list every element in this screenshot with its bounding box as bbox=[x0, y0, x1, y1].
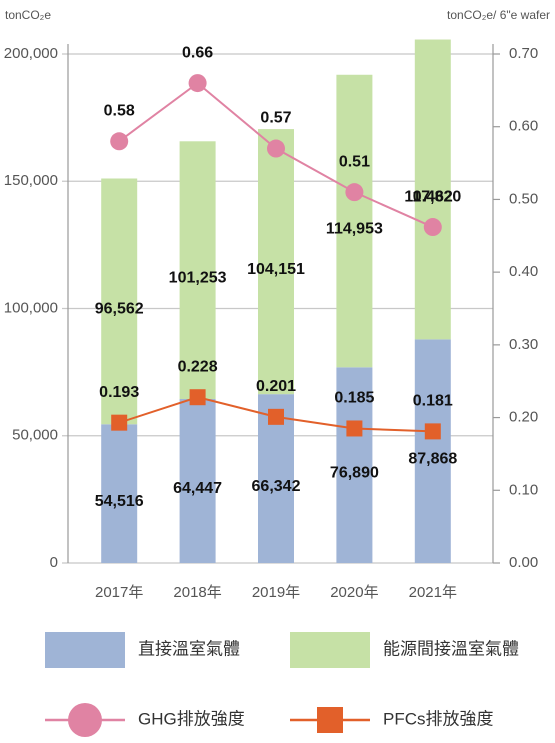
bar-value-label: 104,151 bbox=[247, 261, 305, 278]
y2-tick-label: 0.70 bbox=[509, 45, 538, 62]
y2-axis-label: tonCO₂e/ 6"e wafer bbox=[447, 8, 550, 22]
bar-value-label: 117,820 bbox=[404, 189, 461, 206]
bar bbox=[336, 367, 373, 563]
marker bbox=[189, 389, 206, 406]
legend-swatch bbox=[45, 632, 125, 668]
y-axis-label: tonCO₂e bbox=[5, 8, 51, 22]
line-value-label: 0.193 bbox=[99, 384, 139, 401]
marker bbox=[424, 423, 441, 440]
line-value-label: 0.51 bbox=[339, 153, 370, 170]
bar bbox=[258, 129, 294, 395]
bar bbox=[414, 39, 451, 340]
y-tick-label: 50,000 bbox=[12, 427, 58, 444]
marker bbox=[346, 420, 363, 437]
y-tick-label: 200,000 bbox=[4, 45, 58, 62]
line-value-label: 0.462 bbox=[413, 188, 453, 205]
x-tick-label: 2020年 bbox=[330, 584, 378, 601]
line-value-label: 0.228 bbox=[178, 358, 218, 375]
line-value-label: 0.201 bbox=[256, 378, 296, 395]
y2-tick-label: 0.30 bbox=[509, 336, 538, 353]
bar bbox=[414, 339, 451, 563]
y2-tick-label: 0.00 bbox=[509, 554, 538, 571]
line-value-label: 0.58 bbox=[104, 102, 135, 119]
y-tick-label: 100,000 bbox=[4, 299, 58, 316]
y2-tick-label: 0.40 bbox=[509, 263, 538, 280]
marker bbox=[345, 183, 364, 202]
bar-value-label: 54,516 bbox=[95, 493, 144, 510]
bar bbox=[179, 141, 216, 399]
legend-marker bbox=[317, 707, 343, 733]
bar-value-label: 76,890 bbox=[330, 464, 379, 481]
legend-label: 能源間接溫室氣體 bbox=[383, 639, 519, 658]
marker bbox=[267, 139, 285, 158]
legend-swatch bbox=[290, 632, 370, 668]
marker bbox=[268, 408, 284, 425]
bar-value-label: 101,253 bbox=[169, 269, 227, 286]
bar-value-label: 114,953 bbox=[326, 220, 383, 237]
y-tick-label: 0 bbox=[50, 554, 58, 571]
legend-label: PFCs排放強度 bbox=[383, 709, 494, 728]
y2-tick-label: 0.50 bbox=[509, 190, 538, 207]
bar-value-label: 66,342 bbox=[252, 478, 301, 495]
bar bbox=[101, 424, 138, 563]
line-value-label: 0.66 bbox=[182, 44, 213, 61]
bar bbox=[179, 398, 216, 563]
x-tick-label: 2018年 bbox=[173, 584, 221, 601]
line-value-label: 0.57 bbox=[260, 110, 291, 127]
x-tick-label: 2021年 bbox=[409, 584, 457, 601]
line-value-label: 0.181 bbox=[413, 393, 453, 410]
bar bbox=[101, 178, 138, 425]
bar bbox=[336, 74, 373, 368]
x-tick-label: 2019年 bbox=[252, 584, 300, 601]
y2-tick-label: 0.20 bbox=[509, 409, 538, 426]
y-tick-label: 150,000 bbox=[4, 172, 58, 189]
legend-label: 直接溫室氣體 bbox=[138, 639, 240, 658]
bar-value-label: 87,868 bbox=[408, 450, 457, 467]
marker bbox=[188, 74, 207, 93]
y2-tick-label: 0.60 bbox=[509, 118, 538, 135]
x-tick-label: 2017年 bbox=[95, 584, 143, 601]
legend-marker bbox=[68, 703, 102, 737]
line-value-label: 0.185 bbox=[334, 390, 374, 407]
legend-label: GHG排放強度 bbox=[138, 709, 245, 728]
y2-tick-label: 0.10 bbox=[509, 481, 538, 498]
marker bbox=[423, 218, 442, 237]
marker bbox=[110, 132, 129, 151]
marker bbox=[111, 414, 128, 431]
bar-value-label: 96,562 bbox=[95, 301, 144, 318]
bar-value-label: 64,447 bbox=[173, 480, 222, 497]
